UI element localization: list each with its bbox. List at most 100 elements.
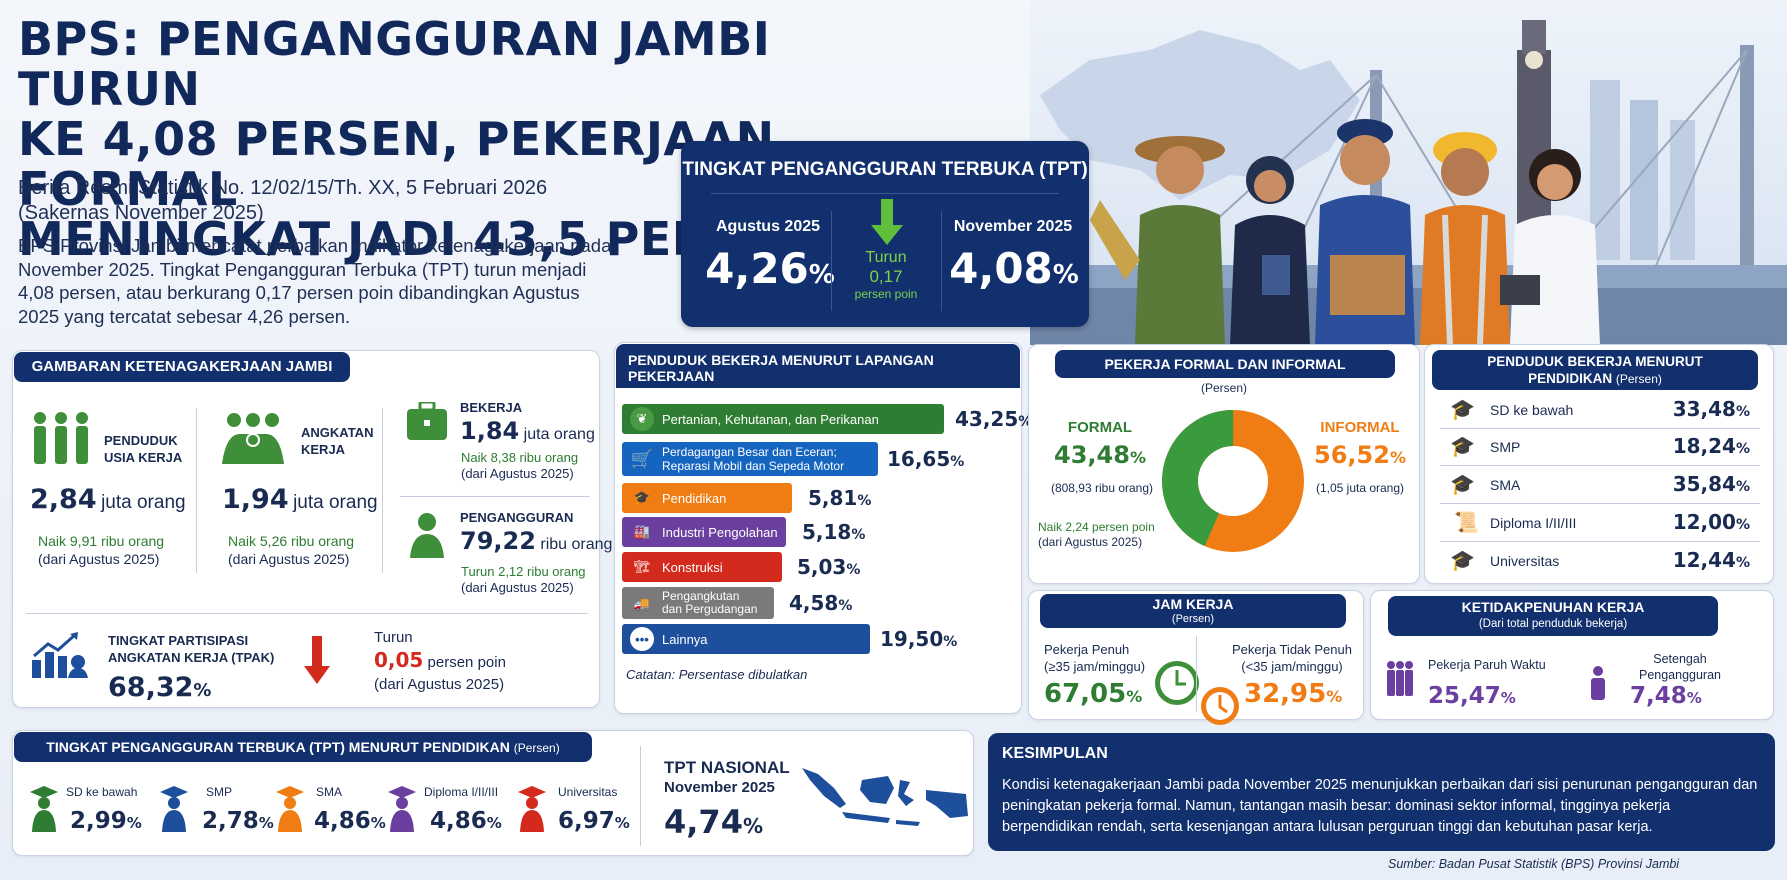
pendidikan-sep-2 [1440,465,1760,466]
formal-count: (808,93 ribu orang) [1050,481,1154,495]
bar-pertanian-value: 43,25% [955,407,1033,431]
formal-note: Naik 2,24 persen poin (dari Agustus 2025… [1038,520,1155,549]
pengangguran-label: PENGANGGURAN [460,510,574,525]
tpt-title: TINGKAT PENGANGGURAN TERBUKA (TPT) [682,159,1088,180]
more-icon: ••• [630,627,654,651]
pengangguran-note: Turun 2,12 ribu orang (dari Agustus 2025… [461,564,586,595]
title-line-2: KE 4,08 PERSEN, PEKERJAAN FORMAL [18,112,775,216]
pendidikan-title: PENDUDUK BEKERJA MENURUT PENDIDIKAN (Per… [1432,350,1758,390]
pengangguran-value: 79,22 ribu orang [460,527,613,555]
graduate-icon [276,786,304,832]
paruh-label: Pekerja Paruh Waktu [1428,658,1546,672]
title-line-3: MENINGKAT JADI 43,5 PERSEN [18,212,813,266]
page-title: BPS: PENGANGGURAN JAMBI TURUN KE 4,08 PE… [18,14,878,264]
gambaran-sep-3 [400,496,590,497]
pendidikan-sep-1 [1440,428,1760,429]
graduation-cap-icon: 🎓 [1450,474,1475,496]
informal-value: 56,52% [1314,441,1406,469]
bekerja-label: BEKERJA [460,400,523,415]
ak-value: 1,94 juta orang [222,484,378,515]
tpt-edu-sd: SD ke bawah 2,99% [30,780,145,840]
lapangan-note: Catatan: Persentase dibulatkan [626,667,808,682]
donut-formal-slice [1162,410,1304,552]
person-icon [410,512,444,558]
graduate-icon [388,786,416,832]
bar-perdagangan-value: 16,65% [887,447,965,471]
gambaran-sep-1 [196,408,197,573]
underemployed-person-icon [1588,666,1608,705]
pendidikan-row-smp: 🎓 SMP 18,24% [1450,434,1750,458]
factory-icon: 🏭 [633,524,651,539]
jam-tidak-value: 32,95% [1244,679,1343,709]
bar-pengangkutan: 🚚 Pengangkutan dan Pergudangan [622,587,774,619]
bekerja-note: Naik 8,38 ribu orang (dari Agustus 2025) [461,450,579,481]
tpt-edu-diploma: Diploma I/II/III 4,86% [388,780,508,840]
leaf-icon: ❦ [630,407,654,431]
bar-lainnya-value: 19,50% [880,627,958,651]
intro-paragraph: BPS Provinsi Jambi mencatat perbaikan in… [18,235,612,327]
bar-konstruksi: 🏗 Konstruksi [622,552,782,582]
green-clock-icon [1154,660,1200,711]
red-arrow-down-icon [304,636,330,689]
gambaran-title: GAMBARAN KETENAGAKERJAAN JAMBI [14,352,350,382]
kesimpulan-text: Kondisi ketenagakerjaan Jambi pada Novem… [1002,777,1758,835]
tpt-pendidikan-title: TINGKAT PENGANGGURAN TERBUKA (TPT) MENUR… [14,732,592,762]
tpak-label: TINGKAT PARTISIPASI ANGKATAN KERJA (TPAK… [108,633,275,665]
ak-label: ANGKATAN KERJA [301,425,374,457]
tpt-edu-sma: SMA 4,86% [276,780,386,840]
bar-industri-value: 5,18% [802,520,866,544]
formal-title: PEKERJA FORMAL DAN INFORMAL [1055,350,1395,378]
informal-label: INFORMAL [1320,419,1400,436]
lapangan-header: PENDUDUK BEKERJA MENURUT LAPANGAN PEKERJ… [616,344,1020,400]
bar-pengangkutan-value: 4,58% [789,591,853,615]
tpt-edu-universitas: Universitas 6,97% [518,780,630,840]
tpt-nasional-label: TPT NASIONAL November 2025 [664,758,790,796]
tpt-edu-sep [640,746,641,846]
formal-label: FORMAL [1067,419,1133,436]
bar-perdagangan: 🛒 Perdagangan Besar dan Eceran; Reparasi … [622,442,878,476]
jam-sep [1196,636,1197,712]
gambaran-sep-2 [382,408,383,573]
workforce-icon [222,410,284,464]
title-line-1: BPS: PENGANGGURAN JAMBI TURUN [18,12,771,116]
jam-title: JAM KERJA (Persen) [1040,594,1346,628]
formal-donut-chart [1160,408,1306,554]
tpt-sep-left [831,211,832,311]
jam-penuh-label: Pekerja Penuh (≥35 jam/minggu) [1044,642,1146,674]
formal-value: 43,48% [1054,441,1146,469]
tpt-change: Turun 0,17 persen poin [854,249,918,301]
tpt-aug-value: 4,26% [705,244,835,293]
ak-note: Naik 5,26 ribu orang (dari Agustus 2025) [228,533,355,567]
graduation-cap-icon: 🎓 [1450,436,1475,458]
kesimpulan-card: KESIMPULAN Kondisi ketenagakerjaan Jambi… [988,733,1775,851]
bar-pendidikan: 🎓 Pendidikan [622,483,792,513]
puk-value: 2,84 juta orang [30,484,186,515]
bekerja-value: 1,84 juta orang [460,417,595,445]
survey-label: (Sakernas November 2025) [18,202,264,224]
bar-industri: 🏭 Industri Pengolahan [622,517,786,547]
graduate-icon [518,786,546,832]
paruh-value: 25,47% [1428,683,1516,709]
formal-unit: (Persen) [1200,381,1247,395]
tpt-edu-smp: SMP 2,78% [160,780,274,840]
graduation-cap-icon: 🎓 [1450,399,1475,421]
gambaran-sep-4 [26,613,588,614]
release-info: Berita Resmi Statistik No. 12/02/15/Th. … [18,176,547,226]
growth-chart-icon [30,632,90,678]
release-number: Berita Resmi Statistik No. 12/02/15/Th. … [18,177,548,199]
tpt-nov-value: 4,08% [949,244,1079,293]
tpt-nov-label: November 2025 [953,218,1073,235]
informal-count: (1,05 juta orang) [1315,481,1405,495]
bar-konstruksi-value: 5,03% [797,555,861,579]
bar-lainnya: ••• Lainnya [622,624,870,654]
ketidak-title: KETIDAKPENUHAN KERJA (Dari total pendudu… [1388,596,1718,636]
tpt-nasional-value: 4,74% [664,803,763,841]
pendidikan-row-universitas: 🎓 Universitas 12,44% [1450,548,1750,572]
source-note: Sumber: Badan Pusat Statistik (BPS) Prov… [1388,857,1680,871]
tpak-value: 68,32% [108,672,212,703]
setengah-label: Setengah Pengangguran [1638,652,1722,682]
graduate-icon [160,786,188,832]
graduation-cap-icon: 🎓 [1450,550,1475,572]
kesimpulan-title: KESIMPULAN [1002,745,1108,762]
gambaran-card [12,350,600,708]
